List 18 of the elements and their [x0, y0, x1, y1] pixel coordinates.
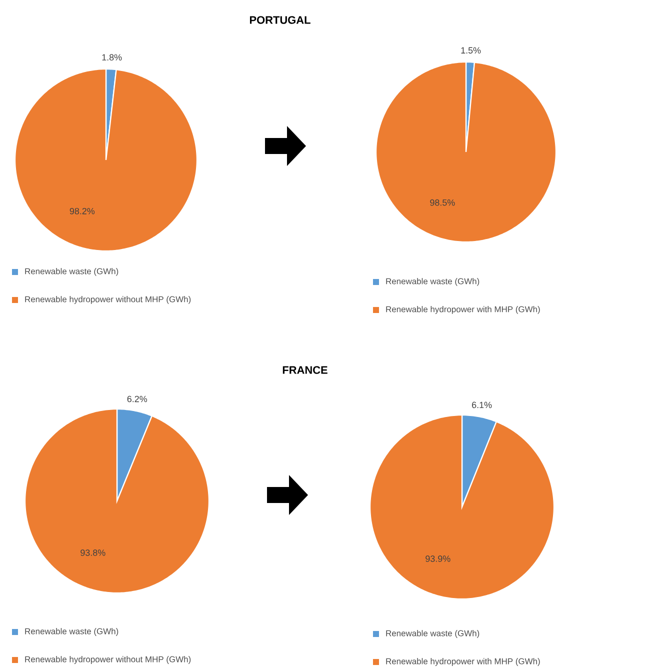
data-label: 98.5% — [430, 199, 455, 206]
data-label: 98.2% — [70, 208, 95, 214]
data-label: 6.2% — [127, 396, 148, 402]
data-label: 93.9% — [426, 556, 450, 562]
legend-label: Renewable hydropower with MHP (GWh) — [386, 306, 540, 314]
text: FRANCE — [282, 366, 328, 374]
legend-label: Renewable waste (GWh) — [386, 278, 480, 286]
text: PORTUGAL — [250, 16, 310, 24]
data-label: 1.8% — [102, 54, 122, 61]
data-label: 1.5% — [461, 47, 481, 54]
legend-label: Renewable waste (GWh) — [25, 268, 118, 276]
legend-label: Renewable hydropower without MHP (GWh) — [25, 296, 191, 304]
legend-label: Renewable hydropower without MHP (GWh) — [25, 656, 191, 664]
data-label: 93.8% — [80, 550, 106, 556]
legend-label: Renewable waste (GWh) — [25, 628, 118, 636]
legend-label: Renewable waste (GWh) — [386, 630, 480, 638]
data-label: 6.1% — [472, 402, 492, 408]
legend-label: Renewable hydropower with MHP (GWh) — [386, 658, 540, 666]
